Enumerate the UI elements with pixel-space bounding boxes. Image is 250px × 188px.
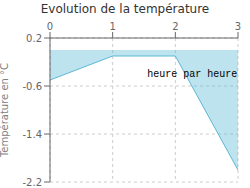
svg-text:0.2: 0.2 xyxy=(26,33,42,44)
svg-text:-0.6: -0.6 xyxy=(22,81,42,92)
svg-text:heure par heure: heure par heure xyxy=(147,69,237,80)
svg-text:Température en °C: Température en °C xyxy=(8,63,10,158)
svg-text:0: 0 xyxy=(47,21,53,32)
svg-text:-2.2: -2.2 xyxy=(22,177,42,188)
svg-text:1: 1 xyxy=(109,21,115,32)
svg-text:3: 3 xyxy=(235,21,241,32)
svg-text:2: 2 xyxy=(172,21,178,32)
svg-text:-1.4: -1.4 xyxy=(22,129,42,140)
html-text:Evolution de la température: Evolution de la température xyxy=(40,2,210,16)
